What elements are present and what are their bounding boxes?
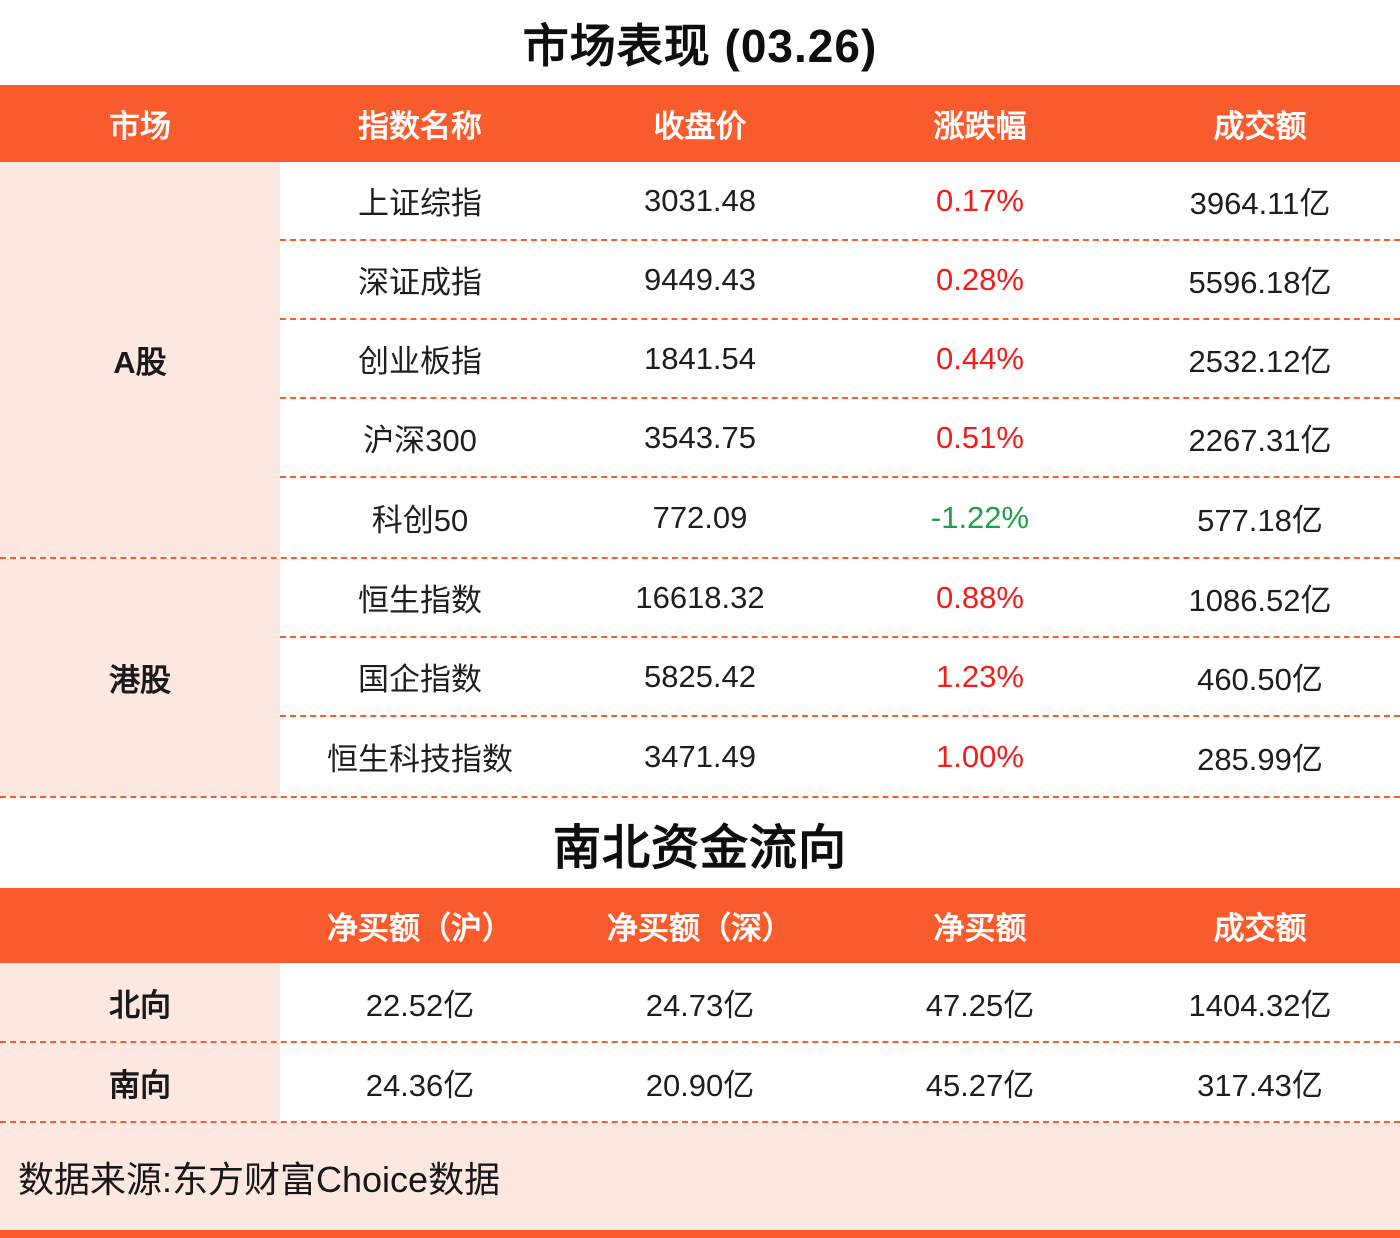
net-buy-sz-value: 24.73亿 (645, 987, 755, 1023)
close-value: 9449.43 (643, 261, 757, 297)
change-value: 0.51% (936, 419, 1024, 455)
close-value: 5825.42 (643, 658, 757, 694)
data-source-bar: 数据来源:东方财富Choice数据 (0, 1123, 1400, 1230)
header-close: 收盘价 (653, 109, 747, 144)
header-change: 涨跌幅 (933, 109, 1027, 144)
net-buy-sh-value: 22.52亿 (365, 987, 475, 1023)
table-row: 科创50 772.09 -1.22% 577.18亿 (280, 478, 1400, 557)
flow-row-southbound: 南向 24.36亿 20.90亿 45.27亿 317.43亿 (0, 1043, 1400, 1123)
flow-table-header: 净买额（沪） 净买额（深） 净买额 成交额 (0, 888, 1400, 963)
bottom-accent-bar (0, 1230, 1400, 1238)
table-row: 恒生指数 16618.32 0.88% 1086.52亿 (280, 559, 1400, 638)
change-value: 0.88% (936, 579, 1024, 615)
index-name: 上证综指 (358, 186, 482, 221)
change-value: 1.23% (936, 658, 1024, 694)
change-value: 0.44% (936, 340, 1024, 376)
header-net-buy: 净买额 (933, 911, 1027, 946)
close-value: 1841.54 (643, 340, 757, 376)
change-value: 1.00% (936, 738, 1024, 774)
close-value: 16618.32 (635, 579, 765, 615)
turnover-value: 3964.11亿 (1189, 186, 1331, 221)
page-title: 市场表现 (03.26) (522, 19, 878, 72)
turnover-value: 577.18亿 (1197, 503, 1323, 538)
table-row: 沪深300 3543.75 0.51% 2267.31亿 (280, 399, 1400, 478)
market-group-hk-shares: 港股 恒生指数 16618.32 0.88% 1086.52亿 国企指数 582… (0, 559, 1400, 798)
section-title-capital-flow: 南北资金流向 (552, 822, 847, 875)
index-name: 创业板指 (358, 344, 482, 379)
flow-row-label: 北向 (0, 963, 280, 1041)
index-name: 科创50 (371, 503, 469, 538)
flow-row-northbound: 北向 22.52亿 24.73亿 47.25亿 1404.32亿 (0, 963, 1400, 1043)
turnover-value: 2532.12亿 (1188, 344, 1332, 379)
header-net-buy-sz: 净买额（深） (607, 911, 793, 946)
group-label-hk-shares: 港股 (0, 559, 280, 796)
table-row: 上证综指 3031.48 0.17% 3964.11亿 (280, 162, 1400, 241)
turnover-value: 1404.32亿 (1188, 987, 1332, 1023)
index-name: 深证成指 (358, 265, 482, 300)
turnover-value: 2267.31亿 (1188, 423, 1332, 458)
net-buy-sh-value: 24.36亿 (365, 1067, 475, 1103)
market-table: 市场 指数名称 收盘价 涨跌幅 成交额 A股 上证综指 3031.48 0.17… (0, 85, 1400, 798)
index-name: 恒生科技指数 (327, 742, 513, 777)
turnover-value: 5596.18亿 (1188, 265, 1332, 300)
header-turnover: 成交额 (1213, 109, 1307, 144)
index-name: 国企指数 (358, 662, 482, 697)
market-group-a-shares: A股 上证综指 3031.48 0.17% 3964.11亿 深证成指 9449… (0, 162, 1400, 559)
index-name: 恒生指数 (358, 583, 482, 618)
turnover-value: 1086.52亿 (1188, 583, 1332, 618)
table-row: 国企指数 5825.42 1.23% 460.50亿 (280, 638, 1400, 717)
net-buy-value: 45.27亿 (925, 1067, 1035, 1103)
change-value: 0.17% (936, 182, 1024, 218)
table-row: 恒生科技指数 3471.49 1.00% 285.99亿 (280, 717, 1400, 796)
change-value: 0.28% (936, 261, 1024, 297)
header-index-name: 指数名称 (358, 109, 482, 144)
close-value: 772.09 (652, 499, 748, 535)
header-market: 市场 (109, 109, 171, 144)
close-value: 3543.75 (643, 419, 757, 455)
header-blank (0, 888, 280, 963)
data-source-text: 数据来源:东方财富Choice数据 (18, 1158, 501, 1200)
group-rows-hk-shares: 恒生指数 16618.32 0.88% 1086.52亿 国企指数 5825.4… (280, 559, 1400, 796)
index-name: 沪深300 (363, 423, 477, 458)
turnover-value: 460.50亿 (1197, 662, 1323, 697)
flow-row-label: 南向 (0, 1043, 280, 1121)
header-net-buy-sh: 净买额（沪） (327, 911, 513, 946)
group-label-a-shares: A股 (0, 162, 280, 557)
turnover-value: 285.99亿 (1197, 742, 1323, 777)
table-row: 创业板指 1841.54 0.44% 2532.12亿 (280, 320, 1400, 399)
header-turnover: 成交额 (1213, 911, 1307, 946)
change-value: -1.22% (930, 499, 1030, 535)
table-row: 深证成指 9449.43 0.28% 5596.18亿 (280, 241, 1400, 320)
close-value: 3471.49 (643, 738, 757, 774)
net-buy-sz-value: 20.90亿 (645, 1067, 755, 1103)
close-value: 3031.48 (643, 182, 757, 218)
market-table-header: 市场 指数名称 收盘价 涨跌幅 成交额 (0, 85, 1400, 162)
capital-flow-table: 净买额（沪） 净买额（深） 净买额 成交额 北向 22.52亿 24.73亿 4… (0, 888, 1400, 1123)
group-rows-a-shares: 上证综指 3031.48 0.17% 3964.11亿 深证成指 9449.43… (280, 162, 1400, 557)
net-buy-value: 47.25亿 (925, 987, 1035, 1023)
turnover-value: 317.43亿 (1197, 1067, 1323, 1103)
